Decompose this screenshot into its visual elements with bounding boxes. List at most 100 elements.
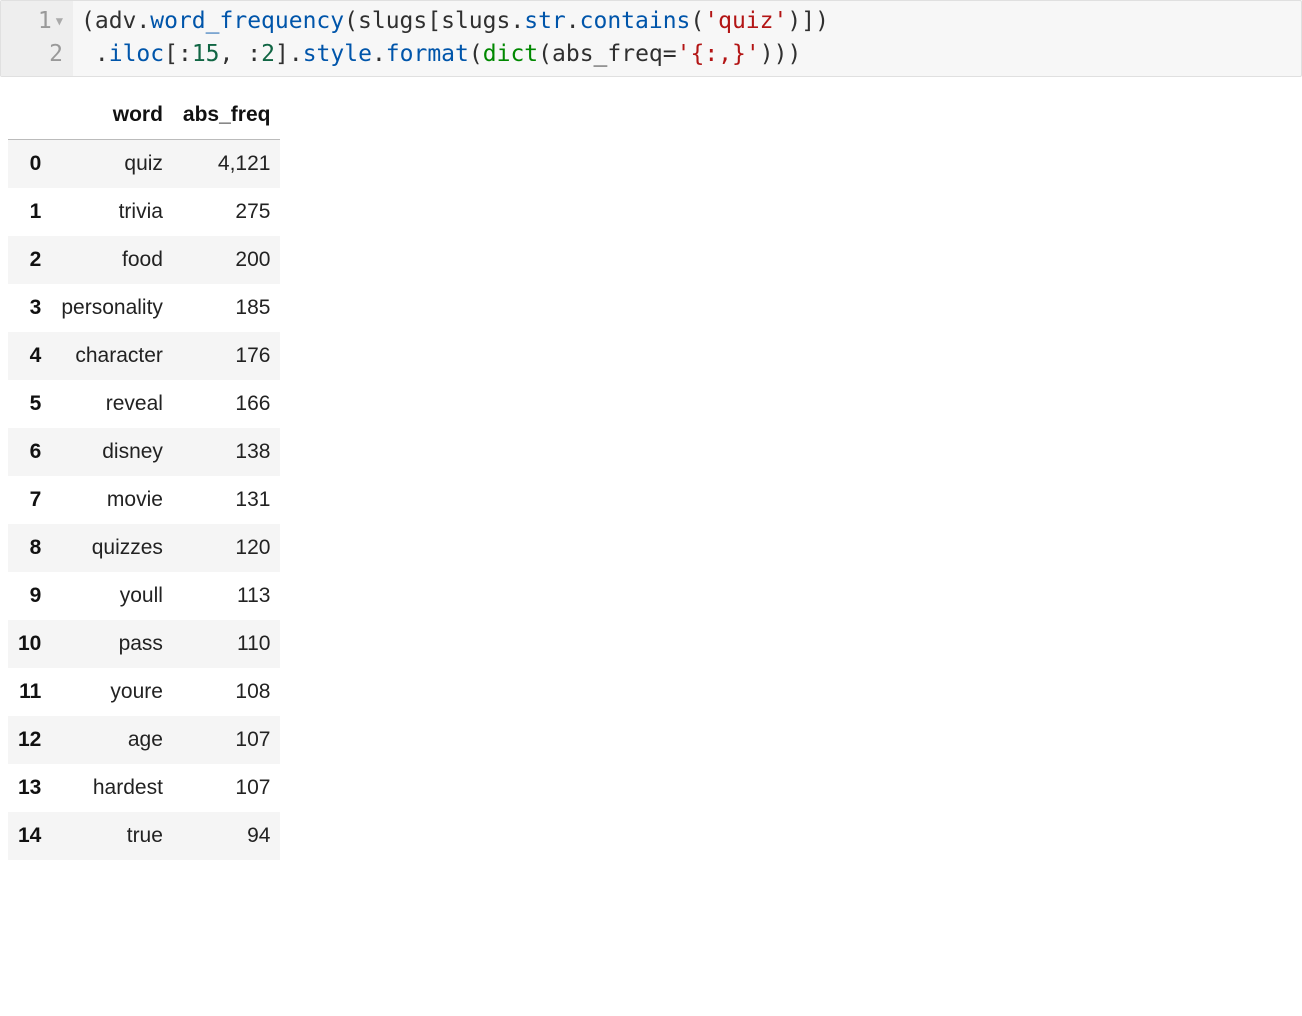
cell-abs-freq: 200	[173, 236, 281, 284]
table-row: 5reveal166	[8, 380, 280, 428]
row-index: 5	[8, 380, 51, 428]
code-token: ]	[275, 41, 289, 67]
code-token: :	[178, 41, 192, 67]
cell-abs-freq: 120	[173, 524, 281, 572]
table-row: 11youre108	[8, 668, 280, 716]
code-token: style	[303, 41, 372, 67]
table-row: 14true94	[8, 812, 280, 860]
cell-word: disney	[51, 428, 173, 476]
code-token: ]	[801, 8, 815, 34]
code-editor[interactable]: (adv.word_frequency(slugs[slugs.str.cont…	[73, 1, 1301, 76]
row-index: 8	[8, 524, 51, 572]
cell-abs-freq: 107	[173, 764, 281, 812]
table-body: 0quiz4,1211trivia2752food2003personality…	[8, 139, 280, 860]
row-index: 6	[8, 428, 51, 476]
table-row: 3personality185	[8, 284, 280, 332]
cell-abs-freq: 185	[173, 284, 281, 332]
code-token: slugs	[441, 8, 510, 34]
table-header-row: word abs_freq	[8, 91, 280, 140]
table-row: 6disney138	[8, 428, 280, 476]
cell-word: youll	[51, 572, 173, 620]
cell-word: quizzes	[51, 524, 173, 572]
cell-word: pass	[51, 620, 173, 668]
index-header	[8, 91, 51, 140]
code-token: 15	[192, 41, 220, 67]
code-cell[interactable]: 1▼ 2 (adv.word_frequency(slugs[slugs.str…	[0, 0, 1302, 77]
code-token: :	[247, 41, 261, 67]
code-token: (	[344, 8, 358, 34]
code-token	[233, 41, 247, 67]
column-header-abs-freq: abs_freq	[173, 91, 281, 140]
cell-abs-freq: 131	[173, 476, 281, 524]
line-number: 1▼	[9, 5, 63, 38]
row-index: 10	[8, 620, 51, 668]
code-token: str	[524, 8, 566, 34]
code-token: 2	[261, 41, 275, 67]
code-token: adv	[95, 8, 137, 34]
cell-word: hardest	[51, 764, 173, 812]
code-token	[81, 41, 95, 67]
code-token: (	[538, 41, 552, 67]
code-token: )	[815, 8, 829, 34]
fold-marker-icon[interactable]: ▼	[56, 13, 63, 30]
code-token: (	[690, 8, 704, 34]
code-token: (	[469, 41, 483, 67]
table-row: 9youll113	[8, 572, 280, 620]
code-token: =	[663, 41, 677, 67]
cell-abs-freq: 94	[173, 812, 281, 860]
code-token: 'quiz'	[704, 8, 787, 34]
cell-abs-freq: 275	[173, 188, 281, 236]
row-index: 7	[8, 476, 51, 524]
cell-abs-freq: 108	[173, 668, 281, 716]
cell-abs-freq: 138	[173, 428, 281, 476]
code-token: )	[787, 8, 801, 34]
row-index: 4	[8, 332, 51, 380]
code-token: (	[81, 8, 95, 34]
table-row: 7movie131	[8, 476, 280, 524]
dataframe-table: word abs_freq 0quiz4,1211trivia2752food2…	[8, 91, 280, 860]
cell-word: trivia	[51, 188, 173, 236]
table-row: 8quizzes120	[8, 524, 280, 572]
row-index: 9	[8, 572, 51, 620]
row-index: 3	[8, 284, 51, 332]
table-row: 13hardest107	[8, 764, 280, 812]
code-token: [	[164, 41, 178, 67]
code-token: .	[95, 41, 109, 67]
row-index: 14	[8, 812, 51, 860]
table-row: 2food200	[8, 236, 280, 284]
code-token: abs_freq	[552, 41, 663, 67]
code-token: ,	[220, 41, 234, 67]
cell-word: character	[51, 332, 173, 380]
code-token: )	[787, 41, 801, 67]
table-header: word abs_freq	[8, 91, 280, 140]
cell-word: youre	[51, 668, 173, 716]
code-token: .	[510, 8, 524, 34]
line-number-2: 2	[49, 41, 63, 67]
line-number-gutter: 1▼ 2	[1, 1, 73, 76]
cell-word: food	[51, 236, 173, 284]
row-index: 12	[8, 716, 51, 764]
code-token: format	[386, 41, 469, 67]
code-token: [	[427, 8, 441, 34]
cell-word: true	[51, 812, 173, 860]
row-index: 1	[8, 188, 51, 236]
table-row: 0quiz4,121	[8, 139, 280, 188]
cell-abs-freq: 113	[173, 572, 281, 620]
cell-abs-freq: 110	[173, 620, 281, 668]
code-token: slugs	[358, 8, 427, 34]
line-number: 2	[9, 38, 63, 71]
cell-abs-freq: 107	[173, 716, 281, 764]
row-index: 2	[8, 236, 51, 284]
cell-word: movie	[51, 476, 173, 524]
code-token: .	[372, 41, 386, 67]
table-row: 12age107	[8, 716, 280, 764]
code-token: word_frequency	[150, 8, 344, 34]
code-token: iloc	[109, 41, 164, 67]
row-index: 0	[8, 139, 51, 188]
table-row: 1trivia275	[8, 188, 280, 236]
code-token: .	[289, 41, 303, 67]
cell-word: reveal	[51, 380, 173, 428]
line-number-1: 1	[38, 8, 52, 34]
cell-abs-freq: 166	[173, 380, 281, 428]
code-token: .	[136, 8, 150, 34]
